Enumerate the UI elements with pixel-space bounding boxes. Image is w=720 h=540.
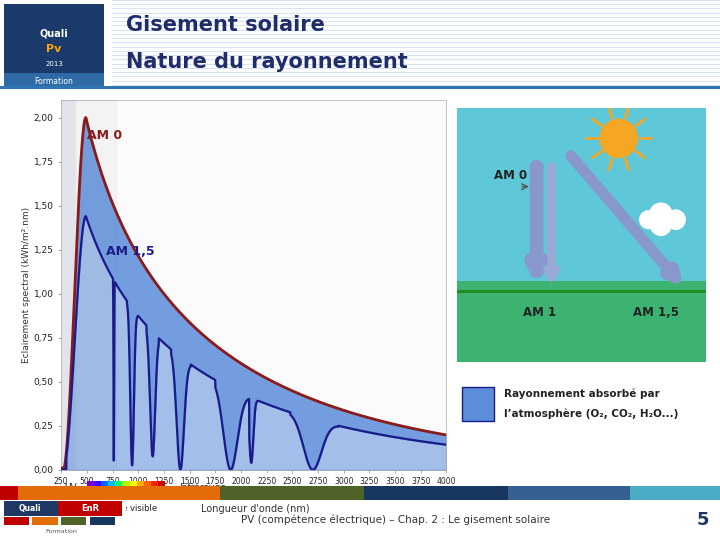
Bar [220,486,364,500]
Circle shape [600,119,637,158]
Bar [150,481,158,494]
Bar [4,501,58,516]
Bar [137,481,144,494]
Bar [122,481,130,494]
Bar [158,481,165,494]
Text: AM 1,5: AM 1,5 [633,306,679,319]
Circle shape [640,211,657,228]
Text: Longueur d'onde (nm): Longueur d'onde (nm) [202,504,310,514]
Bar [108,481,115,494]
Bar [58,501,122,516]
Bar [4,73,104,89]
Bar [102,481,108,494]
Bar [75,100,116,470]
Bar [4,4,104,73]
Bar [32,517,58,525]
Text: AM 1,5: AM 1,5 [107,245,155,258]
Text: Spectre visible: Spectre visible [95,503,157,512]
Circle shape [649,203,672,226]
Bar [90,517,115,525]
Bar [0,0,112,89]
Bar [0,500,126,540]
Text: Quali: Quali [19,504,42,512]
Bar [0,85,720,89]
Text: 5: 5 [697,511,709,529]
Bar [94,481,102,494]
Bar [508,486,630,500]
Bar [116,100,446,470]
Text: AM 0: AM 0 [495,169,528,182]
Circle shape [650,214,671,235]
Text: Rayonnement absorbé par: Rayonnement absorbé par [505,388,660,399]
Bar [630,486,720,500]
Bar [115,481,122,494]
Text: l’atmosphère (O₂, CO₂, H₂O...): l’atmosphère (O₂, CO₂, H₂O...) [505,408,679,419]
Text: AM 0: AM 0 [87,129,122,141]
Bar [457,108,706,286]
Text: 2013: 2013 [45,61,63,67]
Text: Infrarouge: Infrarouge [179,483,225,492]
Text: EnR: EnR [81,504,99,512]
Bar [4,517,29,525]
Text: Quali: Quali [40,29,68,39]
Text: Gisement solaire: Gisement solaire [126,15,325,35]
Text: Formation: Formation [45,529,77,535]
Text: Nature du rayonnement: Nature du rayonnement [126,52,408,72]
Bar [61,517,86,525]
Bar [364,486,508,500]
Bar [457,293,706,362]
Bar [0,486,18,500]
Text: UV: UV [65,483,77,492]
Bar [457,281,706,293]
Bar [130,481,137,494]
Text: Formation: Formation [35,77,73,85]
Bar [18,486,220,500]
Bar [87,481,94,494]
Bar [61,100,75,470]
Text: PV (compétence électrique) – Chap. 2 : Le gisement solaire: PV (compétence électrique) – Chap. 2 : L… [241,515,551,525]
Text: Pv: Pv [46,44,62,54]
Bar [457,290,706,293]
Circle shape [666,210,685,230]
Y-axis label: Eclairement spectral (kWh/m².nm): Eclairement spectral (kWh/m².nm) [22,207,31,363]
Bar [144,481,150,494]
Bar [462,387,495,421]
Text: AM 1: AM 1 [523,306,556,319]
